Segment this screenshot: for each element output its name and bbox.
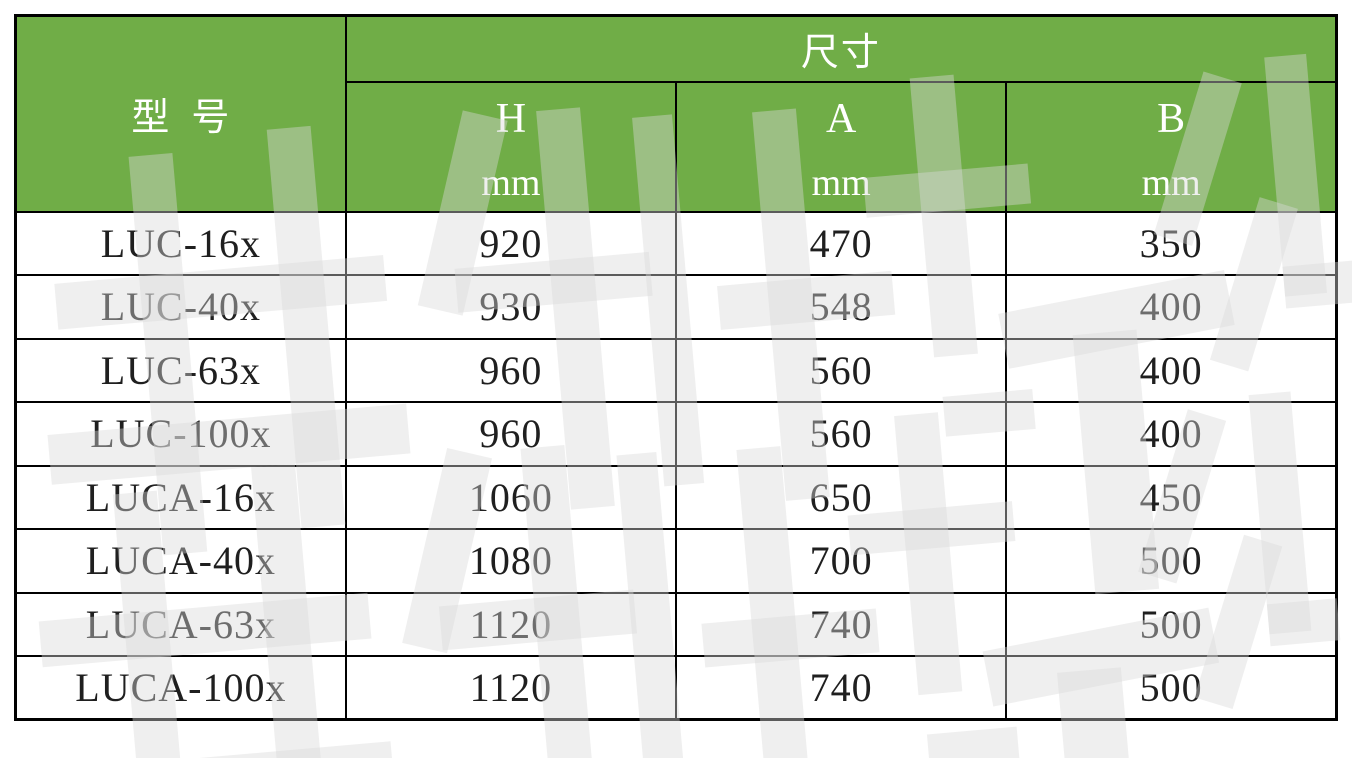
model-cell: LUC-100x	[14, 401, 347, 467]
column-header-a: A mm	[674, 80, 1008, 213]
a-value-cell: 548	[674, 274, 1008, 340]
model-column-header: 型 号	[14, 14, 347, 213]
b-value-cell: 450	[1005, 464, 1338, 530]
table-header: 型 号 尺寸 H mm A mm B mm	[14, 14, 1338, 213]
table-row: LUC-100x 960 560 400	[14, 401, 1338, 467]
h-value-cell: 920	[344, 210, 678, 276]
h-value-cell: 1120	[344, 655, 678, 721]
table-row: LUC-40x 930 548 400	[14, 274, 1338, 340]
table-row: LUC-63x 960 560 400	[14, 337, 1338, 403]
column-unit-h: mm	[481, 161, 541, 204]
h-value-cell: 1060	[344, 464, 678, 530]
a-value-cell: 650	[674, 464, 1008, 530]
column-unit-b: mm	[1141, 161, 1201, 204]
column-letter-b: B	[1157, 95, 1186, 142]
model-cell: LUCA-40x	[14, 528, 347, 594]
size-group-header: 尺寸	[344, 14, 1338, 83]
header-sub-row: H mm A mm B mm	[16, 80, 1338, 213]
h-value-cell: 930	[344, 274, 678, 340]
table-row: LUCA-16x 1060 650 450	[14, 464, 1338, 530]
a-value-cell: 560	[674, 401, 1008, 467]
column-letter-h: H	[495, 95, 527, 142]
b-value-cell: 500	[1005, 655, 1338, 721]
b-value-cell: 400	[1005, 274, 1338, 340]
h-value-cell: 1080	[344, 528, 678, 594]
table-row: LUC-16x 920 470 350	[14, 210, 1338, 276]
table-row: LUCA-63x 1120 740 500	[14, 591, 1338, 657]
h-value-cell: 960	[344, 337, 678, 403]
b-value-cell: 500	[1005, 591, 1338, 657]
a-value-cell: 740	[674, 591, 1008, 657]
b-value-cell: 500	[1005, 528, 1338, 594]
table-body: LUC-16x 920 470 350 LUC-40x 930 548 400 LUC-63x 9…	[14, 210, 1338, 721]
table-row: LUCA-100x 1120 740 500	[14, 655, 1338, 721]
table-row: LUCA-40x 1080 700 500	[14, 528, 1338, 594]
a-value-cell: 560	[674, 337, 1008, 403]
a-value-cell: 700	[674, 528, 1008, 594]
column-letter-a: A	[825, 95, 857, 142]
dimensions-spec-table: 型 号 尺寸 H mm A mm B mm LUC-16x 920 470 350 LU…	[14, 14, 1338, 721]
model-cell: LUCA-16x	[14, 464, 347, 530]
model-cell: LUC-16x	[14, 210, 347, 276]
h-value-cell: 1120	[344, 591, 678, 657]
a-value-cell: 470	[674, 210, 1008, 276]
b-value-cell: 350	[1005, 210, 1338, 276]
model-cell: LUC-63x	[14, 337, 347, 403]
column-header-b: B mm	[1005, 80, 1338, 213]
a-value-cell: 740	[674, 655, 1008, 721]
header-group-row: 型 号 尺寸	[14, 14, 1338, 213]
h-value-cell: 960	[344, 401, 678, 467]
model-cell: LUC-40x	[14, 274, 347, 340]
column-header-h: H mm	[344, 80, 678, 213]
b-value-cell: 400	[1005, 401, 1338, 467]
column-unit-a: mm	[811, 161, 871, 204]
b-value-cell: 400	[1005, 337, 1338, 403]
model-cell: LUCA-100x	[14, 655, 347, 721]
model-cell: LUCA-63x	[14, 591, 347, 657]
